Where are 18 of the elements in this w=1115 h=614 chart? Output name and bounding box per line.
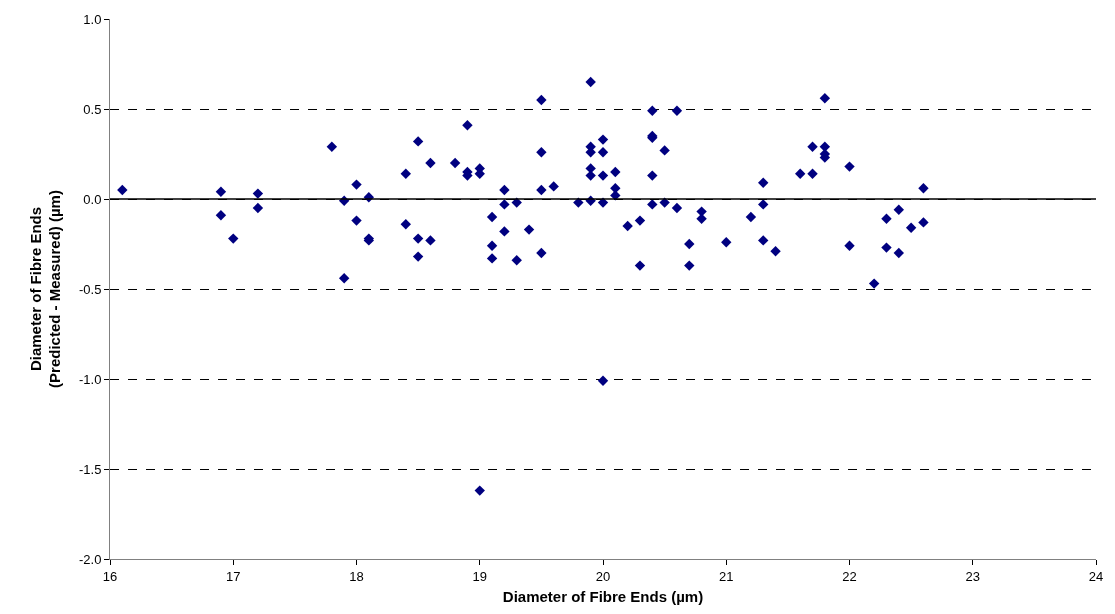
y-tick-label: -1.5 — [78, 461, 102, 477]
x-tick-label: 20 — [595, 568, 611, 584]
x-tick-label: 19 — [472, 568, 487, 584]
x-tick-label: 24 — [1088, 568, 1104, 584]
y-axis-title: Diameter of Fibre Ends (Predicted - Measured) (µm) — [26, 190, 64, 388]
y-tick-label: -1.0 — [78, 371, 102, 387]
y-tick-label: 0.5 — [83, 101, 102, 117]
y-tick-label: 0.0 — [83, 191, 102, 207]
y-tick-label: -2.0 — [78, 551, 102, 567]
x-tick-label: 23 — [965, 568, 980, 584]
y-tick-label: -0.5 — [78, 281, 102, 297]
x-tick-label: 18 — [349, 568, 364, 584]
x-axis-title: Diameter of Fibre Ends (µm) — [502, 587, 704, 605]
x-tick-label: 21 — [719, 568, 734, 584]
x-tick-label: 22 — [842, 568, 857, 584]
y-tick-label: 1.0 — [83, 11, 102, 27]
x-tick-label: 17 — [226, 568, 241, 584]
x-tick-label: 16 — [102, 568, 118, 584]
